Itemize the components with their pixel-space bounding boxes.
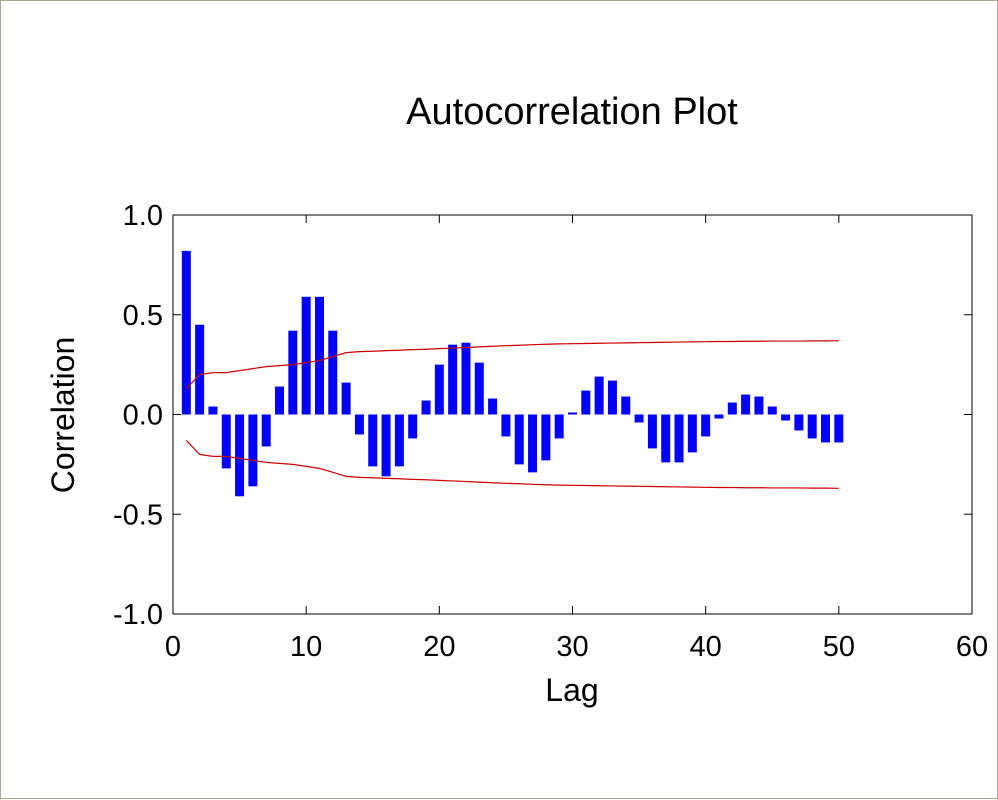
bar-lag-27: [528, 414, 538, 473]
bar-lag-23: [474, 362, 484, 415]
bar-lag-2: [195, 324, 205, 415]
y-tick-label--0.5: -0.5: [113, 499, 163, 531]
bar-lag-22: [461, 342, 471, 415]
bar-lag-4: [221, 414, 231, 469]
bar-lag-39: [687, 414, 697, 453]
y-tick-label-0.5: 0.5: [123, 300, 163, 332]
bar-lag-36: [647, 414, 657, 449]
x-tick-label-10: 10: [290, 631, 322, 663]
bar-series: [181, 250, 844, 497]
x-tick-label-0: 0: [165, 631, 181, 663]
x-tick-label-20: 20: [423, 631, 455, 663]
bar-lag-28: [541, 414, 551, 461]
bar-lag-40: [701, 414, 711, 437]
tick-labels: 0 10 20 30 40 50 60 1.0 0.5 0.0 -0.5 -1.0: [113, 200, 988, 663]
bar-lag-21: [448, 344, 458, 415]
bar-lag-41: [714, 414, 724, 419]
bar-lag-34: [621, 396, 631, 415]
lower-confidence-line: [185, 440, 839, 489]
y-axis-label: Correlation: [45, 337, 81, 494]
bar-lag-5: [235, 414, 245, 497]
bar-lag-42: [727, 402, 737, 415]
bar-lag-24: [488, 398, 498, 415]
bar-lag-15: [368, 414, 378, 467]
bar-lag-46: [781, 414, 791, 421]
chart-title: Autocorrelation Plot: [406, 91, 738, 133]
bar-lag-11: [314, 296, 324, 415]
bar-lag-26: [514, 414, 524, 465]
bar-lag-16: [381, 414, 391, 477]
bar-lag-13: [341, 382, 351, 415]
bar-lag-44: [754, 396, 764, 415]
bar-lag-45: [767, 406, 777, 415]
bar-lag-7: [261, 414, 271, 447]
bar-lag-3: [208, 406, 218, 415]
bar-lag-50: [834, 414, 844, 443]
confidence-bands: [185, 340, 839, 489]
bar-lag-35: [634, 414, 644, 423]
x-axis-label: Lag: [545, 672, 598, 708]
y-tick-label-1.0: 1.0: [123, 200, 163, 232]
bar-lag-9: [288, 330, 298, 415]
axis-ticks: [172, 214, 973, 615]
x-tick-label-40: 40: [690, 631, 722, 663]
bar-lag-48: [807, 414, 817, 439]
upper-confidence-line: [185, 340, 839, 389]
bar-lag-43: [741, 394, 751, 415]
bar-lag-10: [301, 296, 311, 415]
bar-lag-1: [181, 250, 191, 415]
bar-lag-8: [275, 386, 285, 415]
bar-lag-6: [248, 414, 258, 487]
bar-lag-49: [821, 414, 831, 443]
y-tick-label--1.0: -1.0: [113, 599, 163, 631]
bar-lag-32: [594, 376, 604, 415]
x-tick-label-60: 60: [956, 631, 988, 663]
bar-lag-19: [421, 400, 431, 415]
bar-lag-30: [568, 412, 577, 415]
bar-lag-29: [554, 414, 564, 439]
bar-lag-12: [328, 330, 338, 415]
bar-lag-14: [354, 414, 364, 435]
bar-lag-33: [607, 380, 617, 415]
bar-lag-20: [434, 364, 444, 415]
bar-lag-25: [501, 414, 511, 437]
bar-lag-18: [408, 414, 418, 439]
y-tick-label-0.0: 0.0: [123, 400, 163, 432]
bar-lag-37: [661, 414, 671, 463]
x-tick-label-30: 30: [556, 631, 588, 663]
bar-lag-17: [394, 414, 404, 467]
bar-lag-31: [581, 390, 591, 415]
bar-lag-38: [674, 414, 684, 463]
bar-lag-47: [794, 414, 804, 431]
x-tick-label-50: 50: [823, 631, 855, 663]
